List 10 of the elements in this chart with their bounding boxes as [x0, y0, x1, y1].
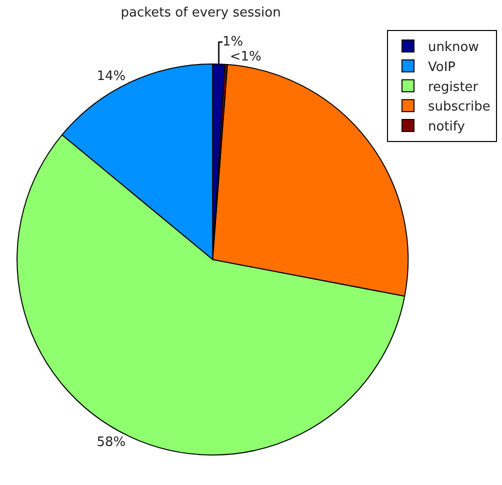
- data-label: <1%: [230, 50, 262, 65]
- data-label: 1%: [222, 34, 244, 50]
- data-label: 58%: [96, 435, 126, 450]
- legend-label: notify: [428, 120, 466, 135]
- legend-label: unknow: [428, 40, 480, 56]
- data-label: 14%: [96, 68, 126, 84]
- legend-label: subscribe: [428, 100, 490, 115]
- legend-label: register: [428, 80, 479, 95]
- chart-title: packets of every session: [120, 5, 281, 20]
- legend-label: VoIP: [428, 60, 456, 75]
